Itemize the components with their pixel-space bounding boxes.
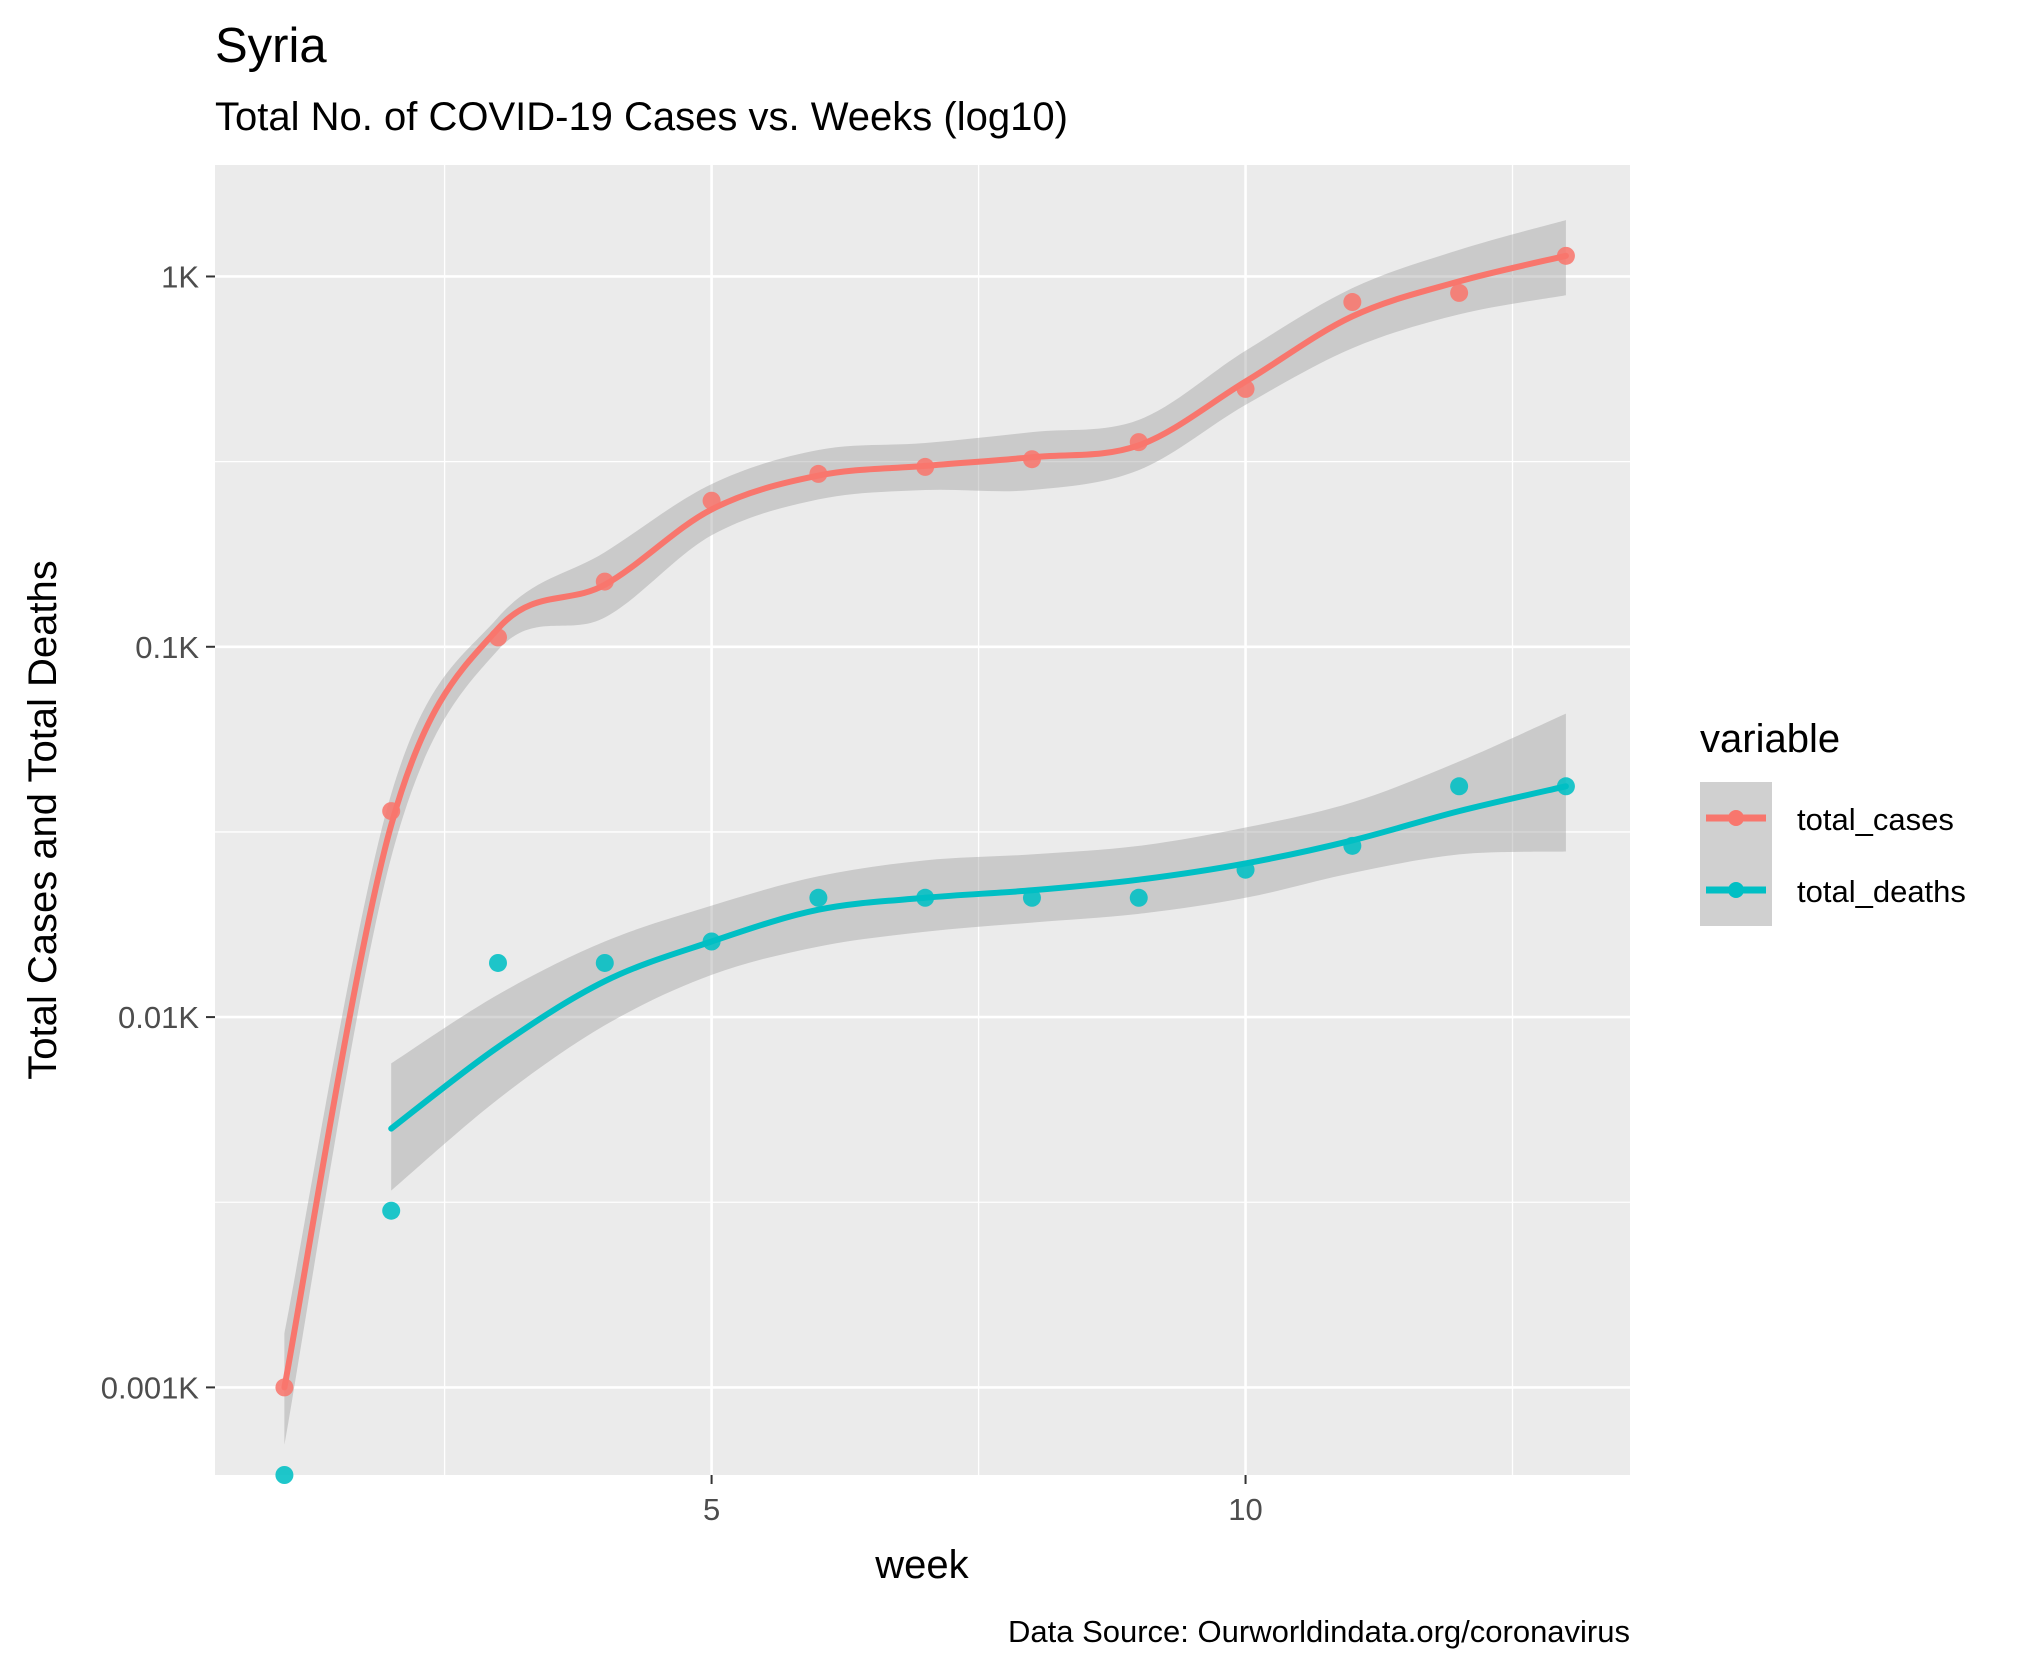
data-source-caption: Data Source: Ourworldindata.org/coronavi… (1008, 1614, 1630, 1649)
data-point-total-deaths (489, 953, 507, 972)
data-point-total-cases (595, 572, 614, 591)
y-tick-label: 0.001K (101, 1370, 200, 1405)
x-tick-label: 5 (703, 1492, 720, 1527)
chart-subtitle: Total No. of COVID-19 Cases vs. Weeks (l… (215, 95, 1068, 139)
data-point-total-deaths (1343, 836, 1362, 855)
data-point-total-cases (702, 491, 721, 510)
data-point-total-cases (275, 1378, 294, 1397)
data-point-total-cases (809, 464, 828, 483)
data-point-total-deaths (1556, 777, 1575, 796)
confidence-band-total-deaths (391, 713, 1566, 1191)
y-tick-label: 1K (161, 259, 199, 294)
data-point-total-deaths (382, 1201, 401, 1220)
data-point-total-cases (1129, 433, 1148, 452)
data-points (275, 246, 1575, 1484)
x-tick-label: 10 (1228, 1492, 1262, 1527)
data-point-total-deaths (1022, 888, 1041, 907)
data-point-total-cases (382, 802, 401, 821)
chart-title: Syria (215, 19, 327, 73)
legend-title: variable (1700, 717, 1840, 761)
legend-key-total-deaths-point (1728, 882, 1744, 898)
legend-key-total-cases-point (1728, 810, 1744, 826)
y-tick-label: 0.1K (135, 630, 199, 665)
data-point-total-deaths (916, 888, 935, 907)
data-point-total-cases (1343, 293, 1362, 312)
data-point-total-cases (1556, 246, 1575, 265)
smooth-lines (281, 252, 1569, 1391)
x-axis-title: week (874, 1543, 969, 1587)
data-point-total-cases (1236, 379, 1255, 398)
legend-label-total-deaths: total_deaths (1797, 874, 1966, 909)
axis-ticks: 5 10 0.001K 0.01K 0.1K 1K (101, 259, 1263, 1527)
legend-label-total-cases: total_cases (1797, 802, 1954, 837)
data-point-total-deaths (595, 953, 614, 972)
y-axis-title: Total Cases and Total Deaths (21, 560, 65, 1080)
smooth-line-total-deaths (388, 783, 1569, 1132)
data-point-total-deaths (809, 888, 828, 907)
data-point-total-cases (916, 457, 935, 476)
y-tick-label: 0.01K (118, 1000, 199, 1035)
data-point-total-cases (489, 628, 507, 647)
data-point-total-deaths (275, 1466, 294, 1484)
data-point-total-deaths (1450, 777, 1469, 796)
smooth-line-total-cases (281, 252, 1569, 1391)
data-point-total-deaths (702, 932, 721, 951)
data-point-total-deaths (1129, 888, 1148, 907)
data-point-total-deaths (1236, 860, 1255, 879)
legend: variable total_cases total_deaths (1700, 717, 1966, 926)
plot-panel (215, 165, 1630, 1475)
data-point-total-cases (1022, 450, 1041, 469)
data-point-total-cases (1450, 283, 1469, 302)
